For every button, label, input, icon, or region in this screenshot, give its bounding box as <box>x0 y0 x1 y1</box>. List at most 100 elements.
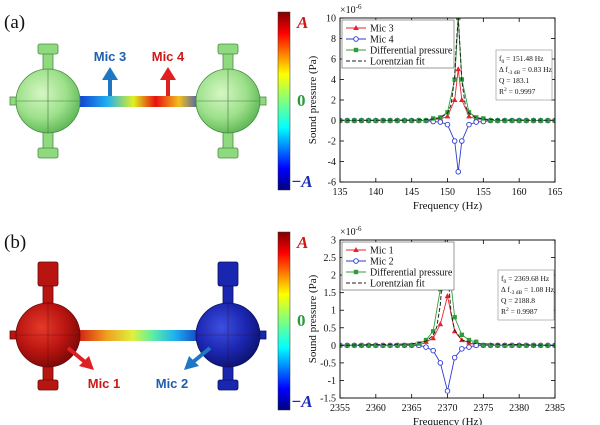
annotation-text: = 151.48 Hz <box>504 54 544 63</box>
y-tick-label: 1.5 <box>324 288 337 299</box>
y-tick-label: 3 <box>331 236 336 247</box>
y-tick-label: 0 <box>331 116 336 127</box>
x-tick-label: 165 <box>548 187 563 198</box>
x-tick-label: 150 <box>440 187 455 198</box>
y-tick-label: 8 <box>331 34 336 45</box>
marker <box>430 347 436 354</box>
x-tick-label: 155 <box>476 187 491 198</box>
marker <box>430 335 436 341</box>
annotation-text: Q = 2188.8 <box>501 296 535 305</box>
annotation-line: f0 = 2369.68 Hz <box>501 274 550 285</box>
legend-label: Mic 4 <box>370 35 394 46</box>
x-axis-label: Frequency (Hz) <box>413 200 483 212</box>
annotation-text: Δ f <box>501 285 510 294</box>
marker <box>387 343 393 348</box>
series-line <box>340 18 555 121</box>
marker <box>466 337 472 343</box>
x-tick-label: 2385 <box>545 403 565 414</box>
annotation-text: = 2369.68 Hz <box>506 274 550 283</box>
marker <box>452 315 457 320</box>
marker <box>437 360 444 366</box>
annotation-text: f <box>501 274 504 283</box>
colorbar-label: −A <box>291 392 313 411</box>
y-tick-label: -1 <box>328 376 336 387</box>
marker <box>455 168 462 175</box>
marker <box>473 119 479 125</box>
x-tick-label: 135 <box>333 187 348 198</box>
marker <box>495 343 500 348</box>
annotation-line: R2 = 0.9987 <box>501 307 538 316</box>
x-tick-label: 140 <box>368 187 383 198</box>
marker <box>366 118 371 123</box>
x-tick-label: 2380 <box>509 403 529 414</box>
marker <box>488 118 493 123</box>
marker <box>438 115 443 120</box>
marker <box>516 343 522 348</box>
colorbar-label: A <box>296 233 308 252</box>
marker <box>409 343 414 348</box>
marker <box>366 343 371 348</box>
marker <box>452 77 457 82</box>
annotation-line: f0 = 151.48 Hz <box>499 54 544 65</box>
multiplier-base: ×10 <box>340 5 356 16</box>
marker <box>459 346 465 352</box>
marker <box>380 343 386 348</box>
marker <box>459 138 465 144</box>
marker <box>444 121 451 128</box>
legend-marker <box>353 247 359 252</box>
marker <box>423 118 429 123</box>
annotation-text: 2 <box>504 87 507 93</box>
marker <box>373 343 379 348</box>
plot-frame <box>339 239 556 399</box>
marker <box>481 343 486 348</box>
annotation-box <box>497 269 555 321</box>
y-axis-label: Sound pressure (Pa) <box>307 274 319 363</box>
y-tick-label: -4 <box>328 157 336 168</box>
legend-marker <box>353 47 359 53</box>
legend-label: Mic 1 <box>370 246 394 257</box>
y-tick-label: 2.5 <box>324 253 337 264</box>
annotation-text: = 0.9987 <box>509 307 538 316</box>
marker <box>451 138 458 144</box>
marker <box>509 118 515 123</box>
colorbar-label: 0 <box>297 91 306 110</box>
marker <box>430 116 436 121</box>
marker <box>552 118 555 123</box>
legend-label: Mic 2 <box>370 257 394 268</box>
multiplier-exponent: -6 <box>356 225 362 233</box>
marker <box>437 119 444 125</box>
annotation-text: R <box>499 87 504 96</box>
annotation-text: 2 <box>506 307 509 313</box>
annotation-box <box>495 49 553 101</box>
marker <box>473 339 479 345</box>
mic-label: Mic 2 <box>156 376 189 391</box>
annotation-text: 0 <box>502 59 505 65</box>
multiplier-exponent: -6 <box>356 3 362 11</box>
marker <box>516 118 522 123</box>
y-multiplier: ×10-6 <box>340 3 362 16</box>
colorbar-label: A <box>296 13 308 32</box>
x-tick-label: 2375 <box>473 403 493 414</box>
series-line <box>340 344 555 392</box>
annotation-text: -3 dB <box>510 290 523 296</box>
annotation-text: = 0.83 Hz <box>520 65 552 74</box>
marker <box>455 66 462 72</box>
annotation-line: Δ f-3 dB = 1.08 Hz <box>501 285 555 296</box>
chart: 135 140 145 150 155 160 165 -6 -4 -2 0 2 4 6 8 10 Freque… <box>307 3 563 212</box>
annotation-text: = 1.08 Hz <box>522 285 554 294</box>
y-tick-label: -1.5 <box>320 394 336 405</box>
annotation-text: R <box>501 307 506 316</box>
marker <box>416 341 422 346</box>
marker <box>437 321 444 327</box>
y-tick-label: 0.5 <box>324 323 337 334</box>
marker <box>459 332 465 337</box>
legend-marker <box>353 269 359 275</box>
x-axis-label: Frequency (Hz) <box>413 416 483 425</box>
marker <box>444 293 451 299</box>
marker <box>395 343 400 348</box>
y-tick-label: -2 <box>328 137 336 148</box>
colorbar-label: 0 <box>297 311 306 330</box>
marker <box>451 97 458 102</box>
annotation-line: Q = 183.1 <box>499 76 530 85</box>
legend-label: Lorentzian fit <box>370 57 425 68</box>
